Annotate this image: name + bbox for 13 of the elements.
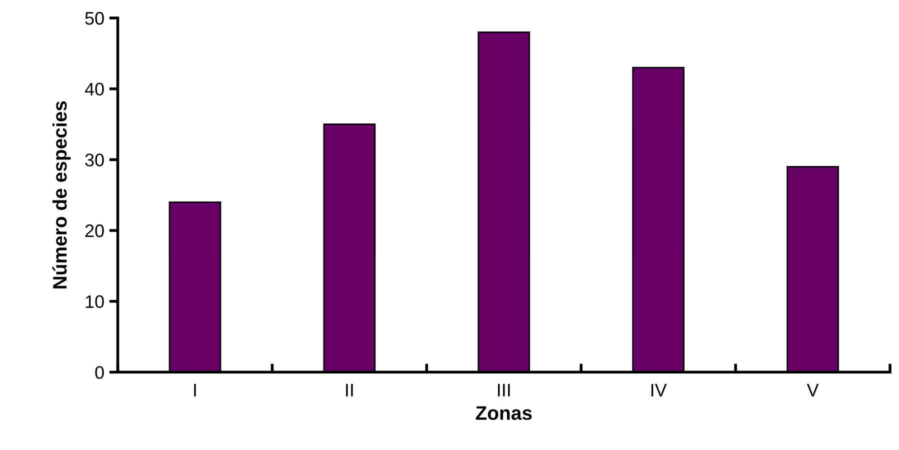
y-tick-label: 30 [85, 154, 104, 166]
x-axis-title: Zonas [476, 406, 532, 420]
y-tick-label: 40 [84, 82, 104, 96]
y-tick-label: 0 [95, 366, 104, 379]
y-tick-label: 10 [86, 295, 104, 308]
y-tick-label: 20 [85, 224, 104, 238]
x-tick-label: I [194, 384, 196, 396]
x-tick-label: III [498, 384, 510, 396]
x-tick-label: IV [651, 384, 667, 396]
x-tick-label: V [806, 384, 819, 396]
x-tick-label: II [346, 384, 353, 396]
y-axis-title: Número de especies [52, 101, 71, 288]
y-tick-label: 50 [85, 12, 104, 25]
